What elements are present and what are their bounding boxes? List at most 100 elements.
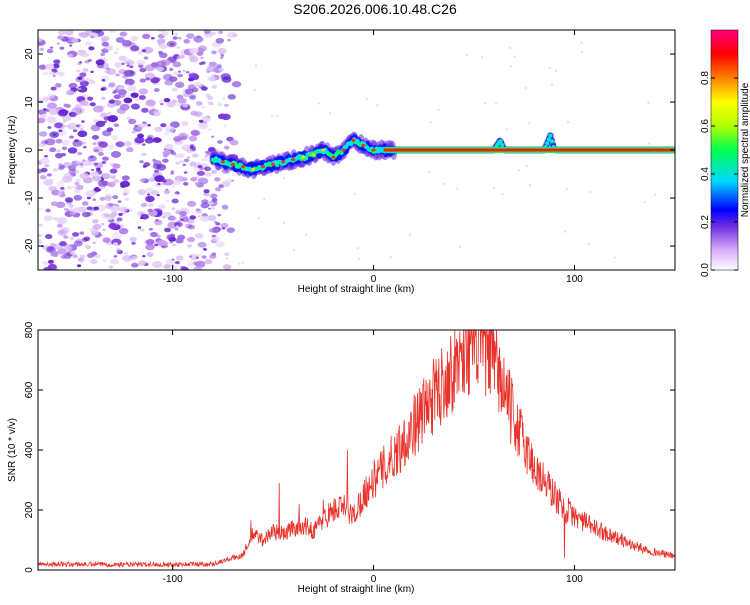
noise-blob [211, 85, 218, 89]
noise-blob [145, 238, 155, 245]
noise-blob [46, 246, 54, 251]
noise-blob [90, 259, 98, 265]
noise-blob [210, 31, 216, 36]
noise-blob [50, 86, 57, 91]
noise-blob [134, 136, 145, 144]
noise-blob [56, 180, 65, 187]
noise-blob [169, 241, 174, 244]
noise-blob [166, 101, 176, 108]
noise-blob [208, 207, 211, 210]
noise-blob [201, 157, 208, 162]
noise-blob [101, 160, 107, 165]
noise-blob [220, 222, 229, 229]
noise-dot [442, 182, 446, 186]
noise-blob [185, 88, 194, 95]
noise-blob [170, 216, 177, 221]
noise-blob [76, 69, 81, 73]
noise-blob [140, 202, 148, 208]
noise-blob [90, 124, 101, 132]
spectrogram-y-tick-label: 10 [24, 96, 35, 108]
noise-blob [48, 70, 56, 76]
noise-blob [54, 122, 63, 129]
noise-blob [55, 201, 66, 209]
noise-blob [118, 92, 126, 98]
noise-blob [201, 199, 209, 205]
spectrogram-x-label: Height of straight line (km) [298, 284, 415, 295]
noise-blob [108, 265, 114, 269]
noise-blob [201, 255, 207, 259]
noise-blob [139, 160, 144, 164]
noise-blob [177, 97, 187, 104]
noise-dot [505, 128, 509, 131]
noise-blob [190, 129, 200, 136]
noise-blob [100, 86, 108, 91]
noise-blob [90, 70, 94, 74]
noise-blob [38, 238, 43, 245]
noise-blob [177, 36, 182, 40]
noise-blob [40, 167, 48, 173]
noise-blob [149, 231, 158, 238]
noise-blob [79, 72, 87, 78]
noise-blob [109, 258, 119, 265]
noise-blob [139, 178, 145, 183]
noise-blob [64, 125, 68, 128]
noise-blob [145, 99, 156, 107]
noise-blob [208, 201, 214, 206]
noise-blob [46, 116, 57, 124]
noise-blob [215, 222, 221, 226]
noise-blob [207, 128, 212, 131]
noise-blob [156, 194, 160, 197]
noise-blob [223, 124, 227, 127]
noise-blob [89, 155, 94, 159]
noise-dot [524, 86, 527, 90]
noise-blob [64, 197, 74, 203]
noise-blob [117, 200, 122, 203]
noise-blob [142, 33, 151, 40]
noise-blob [121, 39, 132, 47]
noise-blob [144, 137, 154, 144]
noise-blob [229, 139, 239, 146]
noise-blob [118, 55, 127, 61]
noise-blob [105, 46, 111, 50]
noise-blob [143, 162, 151, 167]
snr-y-tick-label: 200 [24, 501, 35, 518]
noise-blob [140, 213, 149, 220]
noise-blob [98, 152, 104, 156]
noise-blob [152, 137, 162, 143]
noise-blob [69, 112, 73, 115]
noise-blob [154, 169, 159, 173]
noise-blob [195, 101, 203, 106]
noise-blob [127, 85, 137, 92]
noise-blob [176, 46, 181, 49]
noise-blob [48, 185, 57, 192]
noise-blob [164, 125, 176, 133]
signal-hot-spot [291, 158, 296, 162]
noise-blob [49, 131, 60, 138]
noise-blob [163, 189, 171, 195]
noise-blob [171, 152, 177, 156]
noise-blob [224, 252, 230, 256]
noise-blob [172, 36, 178, 40]
noise-blob [123, 97, 133, 104]
noise-blob [44, 138, 56, 146]
noise-dot [238, 262, 241, 265]
noise-blob [105, 189, 109, 192]
signal-hot-spot [261, 165, 266, 169]
noise-blob [162, 211, 172, 218]
noise-blob [154, 243, 159, 247]
noise-blob [218, 67, 225, 72]
noise-blob [217, 102, 223, 106]
noise-blob [172, 185, 176, 188]
noise-blob [194, 181, 200, 186]
colorbar-tick-label: 0.6 [700, 119, 711, 133]
noise-blob [215, 241, 225, 248]
noise-blob [172, 243, 177, 247]
noise-blob [203, 166, 212, 172]
noise-blob [141, 49, 147, 53]
noise-blob [174, 228, 179, 231]
noise-dot [517, 169, 520, 172]
noise-blob [101, 78, 106, 82]
noise-blob [100, 35, 110, 42]
